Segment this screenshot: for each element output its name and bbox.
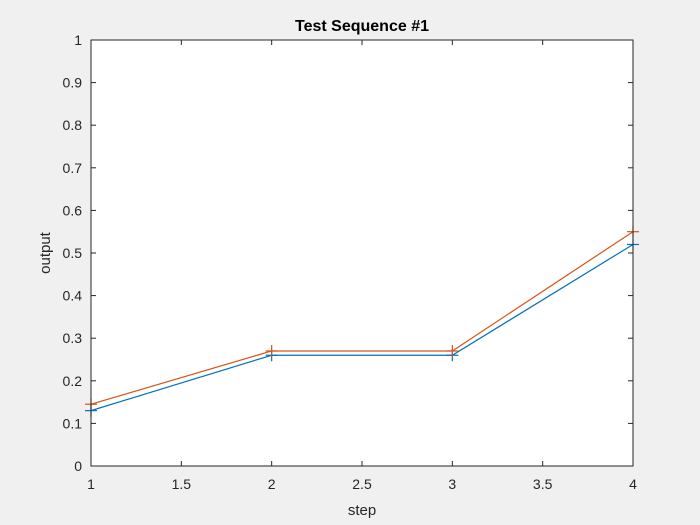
y-tick-label: 0.1	[63, 415, 83, 431]
y-tick-label: 0.8	[63, 117, 83, 133]
series-2-point	[265, 344, 278, 357]
y-tick-label: 0.4	[63, 288, 83, 304]
y-axis-label: output	[37, 231, 54, 274]
x-tick-label: 2	[268, 476, 276, 492]
y-tick-labels: 0 0.1 0.2 0.3 0.4 0.5 0.6 0.7 0.8 0.9 1	[63, 32, 83, 474]
y-tick-label: 0.3	[63, 330, 83, 346]
y-tick-label: 0.2	[63, 373, 83, 389]
x-axis-label: step	[348, 502, 376, 519]
x-tick-label: 3	[448, 476, 456, 492]
x-tick-label: 4	[629, 476, 637, 492]
chart-title: Test Sequence #1	[295, 18, 429, 35]
x-tick-labels: 1 1.5 2 2.5 3 3.5 4	[87, 476, 637, 492]
series-2-point	[446, 344, 459, 357]
y-tick-label: 0	[74, 458, 82, 474]
x-tick-label: 2.5	[352, 476, 372, 492]
axes-background	[91, 40, 633, 466]
axes-box	[90, 39, 634, 467]
y-tick-label: 0.6	[63, 202, 83, 218]
y-tick-label: 0.5	[63, 245, 83, 261]
y-tick-label: 1	[74, 32, 82, 48]
y-tick-label: 0.7	[63, 160, 83, 176]
x-tick-label: 1	[87, 476, 95, 492]
x-tick-label: 3.5	[533, 476, 553, 492]
x-tick-label: 1.5	[172, 476, 192, 492]
series-1-line	[90, 243, 634, 412]
y-tick-label: 0.9	[63, 75, 83, 91]
series-2-line	[90, 231, 634, 405]
